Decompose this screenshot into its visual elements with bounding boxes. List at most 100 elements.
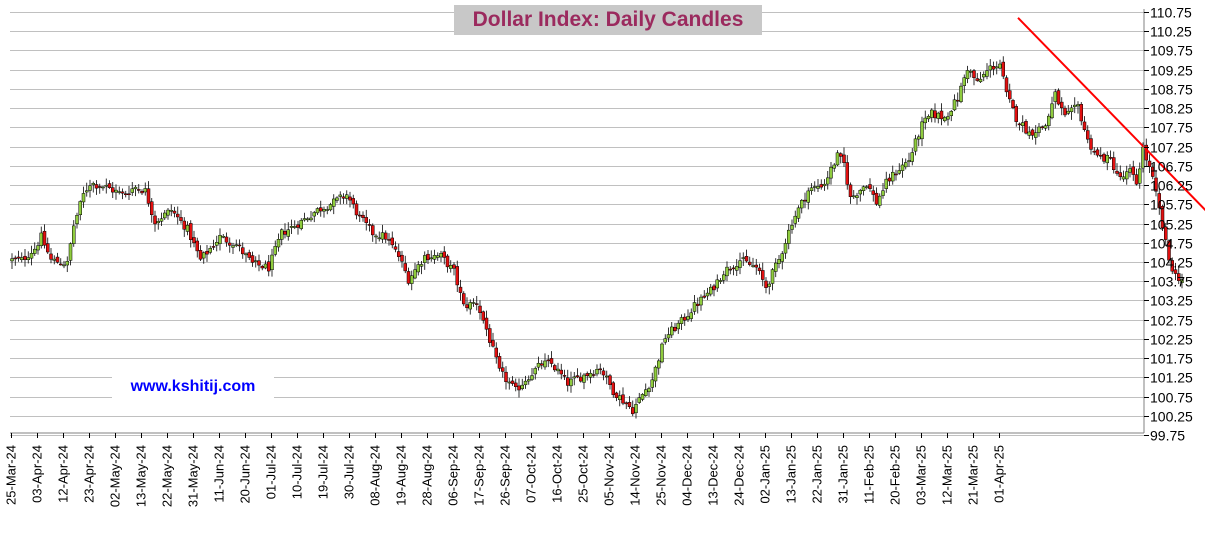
candle bbox=[1066, 105, 1070, 116]
candle bbox=[504, 366, 508, 390]
candle bbox=[1151, 164, 1155, 180]
candle bbox=[676, 320, 680, 334]
candle bbox=[296, 220, 300, 235]
chart-title-text: Dollar Index: Daily Candles bbox=[472, 8, 744, 31]
candle bbox=[1021, 115, 1025, 133]
candle bbox=[124, 190, 128, 198]
candle bbox=[998, 59, 1002, 70]
candle bbox=[85, 182, 89, 197]
candle bbox=[543, 353, 547, 370]
x-tick-label: 14-Nov-24 bbox=[628, 445, 643, 506]
candle bbox=[868, 178, 872, 192]
candle bbox=[709, 283, 713, 297]
candle bbox=[735, 259, 739, 276]
candle bbox=[1011, 98, 1015, 110]
candle bbox=[1060, 97, 1064, 116]
candle bbox=[549, 351, 554, 368]
candle bbox=[832, 163, 836, 172]
candle bbox=[309, 210, 313, 222]
y-tick-label: 109.75 bbox=[1150, 43, 1193, 59]
candle bbox=[949, 109, 953, 122]
candle bbox=[728, 266, 732, 275]
candle bbox=[68, 242, 73, 266]
candle bbox=[491, 332, 495, 348]
x-tick-label: 21-Mar-25 bbox=[966, 445, 981, 505]
candle bbox=[23, 249, 27, 267]
candle bbox=[780, 251, 784, 270]
candle bbox=[39, 226, 43, 249]
candle bbox=[1099, 147, 1103, 160]
candle bbox=[861, 185, 866, 196]
candle bbox=[364, 209, 368, 231]
candle bbox=[354, 200, 359, 220]
candle bbox=[143, 182, 147, 196]
x-tick-label: 19-Aug-24 bbox=[394, 445, 409, 506]
candle bbox=[140, 189, 144, 195]
candle bbox=[826, 170, 830, 190]
candle bbox=[289, 219, 294, 235]
candle bbox=[452, 262, 456, 276]
candle bbox=[1125, 165, 1129, 185]
candle bbox=[621, 387, 625, 406]
candle bbox=[962, 74, 966, 94]
candle bbox=[887, 173, 892, 186]
resistance-trendline bbox=[1017, 17, 1205, 212]
candle bbox=[380, 224, 385, 243]
candle bbox=[250, 251, 255, 267]
candle bbox=[497, 352, 502, 372]
candle bbox=[211, 239, 216, 250]
candle bbox=[42, 224, 47, 249]
x-tick-label: 25-Oct-24 bbox=[576, 445, 591, 503]
candle bbox=[1027, 126, 1031, 139]
candle bbox=[442, 246, 446, 265]
candle bbox=[429, 250, 433, 262]
candle bbox=[546, 354, 550, 368]
candle bbox=[1170, 257, 1174, 275]
y-tick-label: 105.25 bbox=[1150, 217, 1193, 233]
candle bbox=[416, 260, 420, 276]
candle bbox=[406, 267, 411, 286]
candle bbox=[202, 251, 206, 264]
candle bbox=[1154, 169, 1158, 197]
candle bbox=[787, 224, 791, 250]
candle bbox=[101, 185, 105, 191]
candle bbox=[579, 372, 583, 383]
candle bbox=[1092, 147, 1096, 156]
x-tick-label: 25-Mar-24 bbox=[4, 445, 19, 505]
candle bbox=[871, 185, 875, 202]
candle bbox=[1089, 134, 1093, 155]
candle bbox=[176, 206, 180, 225]
candle bbox=[322, 206, 326, 218]
candle bbox=[800, 199, 804, 214]
candle bbox=[699, 294, 703, 311]
chart-title: Dollar Index: Daily Candles bbox=[454, 5, 762, 35]
candle bbox=[423, 251, 427, 270]
x-tick-label: 02-May-24 bbox=[108, 445, 123, 507]
candle bbox=[195, 237, 199, 258]
candle bbox=[241, 242, 245, 259]
candle bbox=[1108, 150, 1113, 160]
candle bbox=[783, 238, 788, 259]
candle bbox=[361, 211, 365, 222]
x-tick-label: 07-Oct-24 bbox=[524, 445, 539, 503]
candle bbox=[1147, 154, 1152, 173]
candle bbox=[189, 220, 193, 248]
candle bbox=[754, 258, 758, 275]
candle bbox=[130, 182, 134, 196]
x-tick-label: 20-Feb-25 bbox=[888, 445, 903, 505]
candle bbox=[946, 112, 950, 126]
candle bbox=[673, 322, 677, 333]
candle bbox=[523, 375, 528, 389]
candle bbox=[286, 222, 290, 241]
gridlines bbox=[10, 12, 1144, 436]
candle bbox=[475, 295, 479, 311]
y-tick-label: 103.75 bbox=[1150, 274, 1193, 290]
candle bbox=[829, 161, 833, 185]
candle bbox=[413, 262, 417, 280]
candle bbox=[891, 165, 895, 185]
x-tick-label: 13-Jan-25 bbox=[784, 445, 799, 504]
candle bbox=[1079, 102, 1083, 126]
y-axis: 110.75 110.25 109.75 109.25 108.75 108.25 107.… bbox=[1144, 5, 1193, 444]
candle bbox=[351, 194, 355, 209]
y-tick-label: 100.25 bbox=[1150, 409, 1193, 425]
